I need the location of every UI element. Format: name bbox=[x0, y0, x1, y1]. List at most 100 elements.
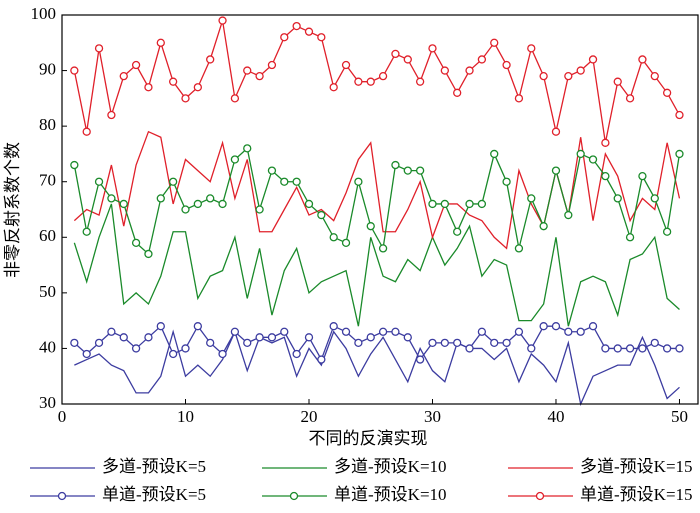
y-tick-label: 90 bbox=[39, 59, 56, 78]
point bbox=[292, 21, 301, 31]
series-line bbox=[73, 203, 680, 327]
point bbox=[168, 349, 178, 359]
point bbox=[490, 338, 499, 348]
point bbox=[564, 71, 573, 81]
point bbox=[465, 344, 474, 353]
point bbox=[625, 344, 635, 353]
point bbox=[662, 88, 672, 97]
point bbox=[317, 33, 326, 42]
y-tick-label: 40 bbox=[39, 337, 56, 356]
point bbox=[576, 149, 585, 159]
point bbox=[378, 327, 388, 336]
y-axis-label: 非零反射系数个数 bbox=[3, 142, 22, 278]
point bbox=[601, 172, 610, 181]
point bbox=[243, 338, 252, 348]
point bbox=[181, 205, 190, 214]
point bbox=[168, 177, 178, 186]
point bbox=[317, 355, 326, 364]
point bbox=[490, 149, 499, 159]
point bbox=[107, 194, 116, 203]
point bbox=[280, 177, 289, 186]
point bbox=[292, 349, 301, 359]
point bbox=[415, 77, 425, 86]
point bbox=[329, 83, 338, 92]
point bbox=[638, 344, 647, 353]
point bbox=[267, 166, 277, 175]
point bbox=[453, 227, 462, 236]
series-line bbox=[73, 147, 681, 256]
x-tick-label: 40 bbox=[547, 407, 564, 426]
point bbox=[675, 149, 684, 159]
point bbox=[490, 38, 499, 47]
point bbox=[70, 338, 79, 348]
point bbox=[366, 222, 375, 231]
point bbox=[613, 194, 622, 203]
point bbox=[564, 327, 573, 336]
point bbox=[675, 110, 684, 120]
y-tick-label: 30 bbox=[39, 393, 56, 412]
legend-label: 单道-预设K=5 bbox=[102, 485, 206, 504]
legend-marker bbox=[535, 491, 545, 501]
point bbox=[502, 177, 511, 186]
point bbox=[94, 44, 104, 53]
legend-label: 单道-预设K=15 bbox=[580, 485, 693, 504]
point bbox=[477, 327, 487, 336]
point bbox=[650, 71, 659, 81]
point bbox=[391, 160, 400, 170]
point bbox=[243, 66, 252, 75]
point bbox=[551, 166, 561, 175]
point bbox=[539, 222, 548, 231]
point bbox=[131, 344, 141, 353]
point bbox=[206, 55, 215, 64]
x-tick-label: 10 bbox=[177, 407, 194, 426]
point bbox=[601, 138, 610, 147]
point bbox=[539, 71, 548, 81]
point bbox=[662, 344, 672, 353]
point bbox=[675, 344, 684, 353]
point bbox=[218, 349, 227, 359]
point bbox=[267, 60, 277, 70]
point bbox=[440, 66, 449, 75]
point bbox=[131, 60, 141, 70]
point bbox=[131, 238, 141, 247]
point bbox=[453, 88, 462, 97]
point bbox=[181, 344, 190, 353]
x-tick-label: 0 bbox=[58, 407, 67, 426]
point bbox=[564, 210, 573, 220]
point bbox=[107, 110, 116, 120]
point bbox=[539, 322, 548, 331]
point bbox=[82, 227, 91, 236]
series-line bbox=[73, 20, 681, 143]
point bbox=[218, 16, 227, 25]
x-tick-label: 50 bbox=[671, 407, 688, 426]
legend-marker bbox=[57, 491, 67, 501]
point bbox=[317, 210, 326, 220]
point bbox=[243, 144, 252, 153]
point bbox=[70, 160, 79, 170]
point bbox=[403, 333, 412, 342]
point bbox=[650, 338, 659, 348]
point bbox=[403, 166, 412, 175]
legend-label: 单道-预设K=10 bbox=[334, 485, 447, 504]
series-line bbox=[74, 329, 680, 407]
point bbox=[378, 244, 388, 253]
point bbox=[255, 333, 264, 342]
point bbox=[428, 44, 437, 53]
y-tick-label: 60 bbox=[39, 226, 56, 245]
point bbox=[415, 355, 425, 364]
point bbox=[280, 33, 289, 42]
point bbox=[230, 327, 240, 336]
point bbox=[329, 322, 338, 331]
point bbox=[119, 199, 128, 209]
point bbox=[218, 199, 227, 209]
point bbox=[82, 127, 91, 136]
point bbox=[354, 177, 363, 186]
plot-frame bbox=[61, 14, 699, 405]
point bbox=[514, 327, 524, 336]
legend-marker bbox=[289, 491, 299, 501]
point bbox=[502, 60, 511, 70]
point bbox=[255, 205, 264, 214]
point bbox=[465, 66, 474, 75]
point bbox=[378, 71, 388, 81]
